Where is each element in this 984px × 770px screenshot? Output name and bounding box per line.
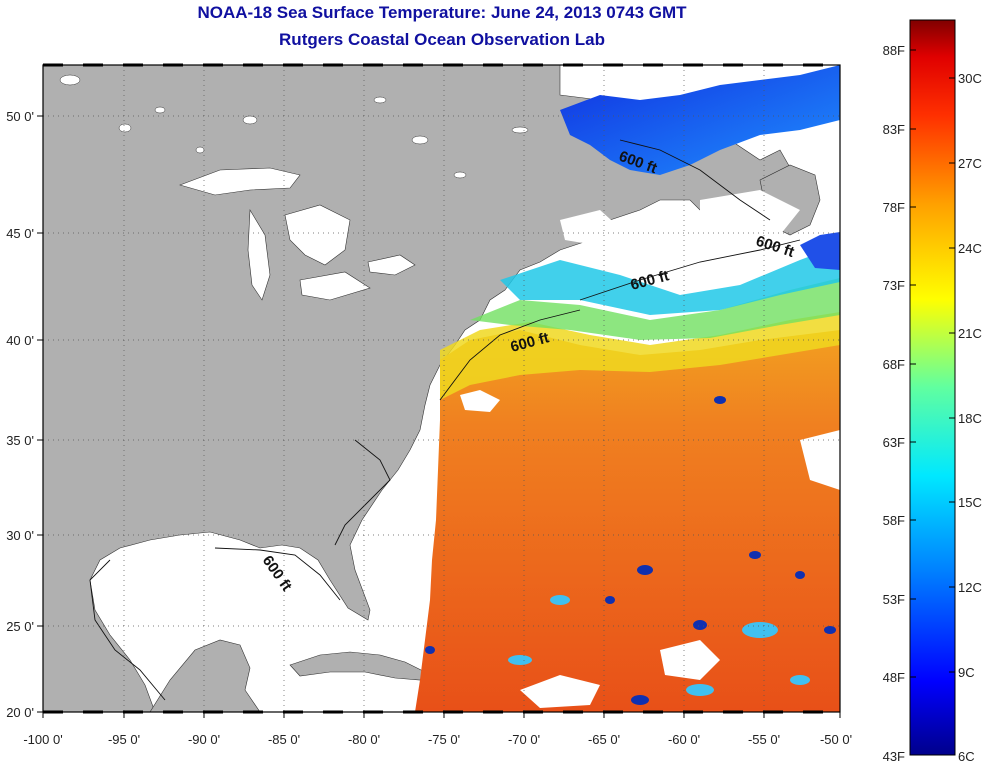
lat-label: 50 0': [6, 109, 34, 124]
colorbar-c-label: 24C: [958, 241, 982, 256]
colorbar-c-label: 6C: [958, 749, 975, 764]
great-lakes: [179, 167, 416, 301]
lon-label: -65 0': [588, 732, 620, 747]
lat-label: 40 0': [6, 333, 34, 348]
colorbar-c-label: 21C: [958, 326, 982, 341]
lon-label: -60 0': [668, 732, 700, 747]
colorbar-f-label: 48F: [883, 670, 905, 685]
lon-label: -70 0': [508, 732, 540, 747]
lat-label: 45 0': [6, 226, 34, 241]
lon-label: -100 0': [23, 732, 62, 747]
lat-label: 35 0': [6, 433, 34, 448]
lat-label: 25 0': [6, 619, 34, 634]
colorbar-f-label: 53F: [883, 592, 905, 607]
sst-green-band: [470, 278, 840, 340]
lon-label: -85 0': [268, 732, 300, 747]
colorbar-f-label: 73F: [883, 278, 905, 293]
colorbar-f-label: 83F: [883, 122, 905, 137]
colorbar-f-label: 43F: [883, 749, 905, 764]
map-plot-area: 600 ft 600 ft 600 ft 600 ft 600 ft: [43, 65, 840, 712]
axis-ticks: [37, 115, 841, 718]
colorbar-ticks: [910, 49, 955, 678]
colorbar-f-label: 78F: [883, 200, 905, 215]
sst-cyan-band: [500, 245, 840, 315]
longitude-axis: -100 0' -95 0' -90 0' -85 0' -80 0' -75 …: [23, 732, 852, 747]
lon-label: -55 0': [748, 732, 780, 747]
sst-transition-band: [440, 312, 840, 400]
lat-label: 30 0': [6, 528, 34, 543]
depth-contours: [89, 139, 801, 701]
land-yucatan: [149, 639, 261, 712]
colorbar-c-label: 27C: [958, 156, 982, 171]
colorbar-c-label: 18C: [958, 411, 982, 426]
lon-label: -80 0': [348, 732, 380, 747]
lon-label: -90 0': [188, 732, 220, 747]
lat-label: 20 0': [6, 705, 34, 720]
cold-specks: [425, 396, 836, 705]
sst-warm-region: [415, 330, 840, 712]
sst-cold-region: [560, 65, 840, 175]
lon-label: -50 0': [820, 732, 852, 747]
small-lakes: [59, 74, 529, 179]
colorbar-f-label: 58F: [883, 513, 905, 528]
colorbar: 88F 83F 78F 73F 68F 63F 58F 53F 48F 43F …: [883, 19, 982, 764]
map-title: NOAA-18 Sea Surface Temperature: June 24…: [197, 3, 687, 22]
colorbar-gradient: [909, 19, 956, 756]
cloud-gaps: [460, 190, 840, 708]
colorbar-c-label: 9C: [958, 665, 975, 680]
map-frame: [42, 64, 841, 713]
sst-cold-patch: [800, 232, 840, 270]
frame-ticks: [43, 63, 840, 714]
colorbar-f-label: 88F: [883, 43, 905, 58]
latitude-axis: 50 0' 45 0' 40 0' 35 0' 30 0' 25 0' 20 0…: [6, 109, 34, 720]
colorbar-c-label: 15C: [958, 495, 982, 510]
map-subtitle: Rutgers Coastal Ocean Observation Lab: [279, 30, 605, 49]
colorbar-c-label: 12C: [958, 580, 982, 595]
colorbar-f-label: 68F: [883, 357, 905, 372]
lon-label: -95 0': [108, 732, 140, 747]
colorbar-c-label: 30C: [958, 71, 982, 86]
lon-label: -75 0': [428, 732, 460, 747]
colorbar-f-label: 63F: [883, 435, 905, 450]
